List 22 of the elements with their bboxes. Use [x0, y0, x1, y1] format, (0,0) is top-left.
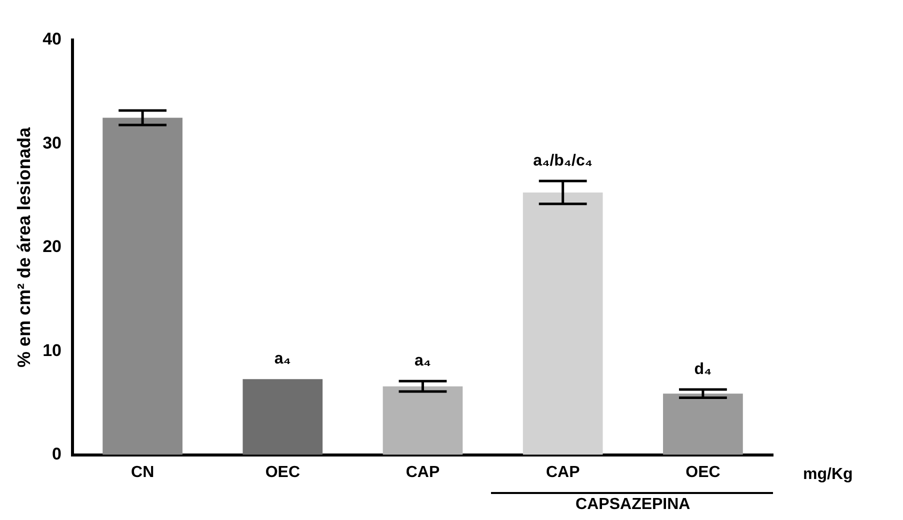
- y-tick-label: 0: [52, 444, 62, 464]
- bar: [242, 379, 323, 455]
- bar: [663, 394, 743, 455]
- data-label: a₄/b₄/c₄: [533, 152, 593, 170]
- x-tick-label: CAP: [406, 464, 440, 481]
- data-label: d₄: [694, 360, 712, 378]
- x-tick-label: OEC: [265, 464, 300, 481]
- bar: [522, 192, 603, 455]
- data-label: a₄: [274, 350, 291, 368]
- x-tick-label: CAP: [546, 464, 580, 481]
- bar: [102, 118, 182, 455]
- y-tick-label: 40: [42, 30, 62, 49]
- y-tick-label: 20: [42, 237, 62, 256]
- y-tick-label: 30: [42, 133, 62, 152]
- y-axis-title: % em cm² de área lesionada: [14, 126, 34, 368]
- text: CAPSAZEPINA: [576, 496, 691, 514]
- x-axis-title: mg/Kg: [803, 466, 853, 484]
- data-label: a₄: [414, 352, 432, 370]
- x-tick-label: OEC: [686, 464, 721, 481]
- y-tick-label: 10: [42, 340, 62, 360]
- bar: [382, 386, 463, 455]
- x-tick-label: CN: [131, 464, 154, 481]
